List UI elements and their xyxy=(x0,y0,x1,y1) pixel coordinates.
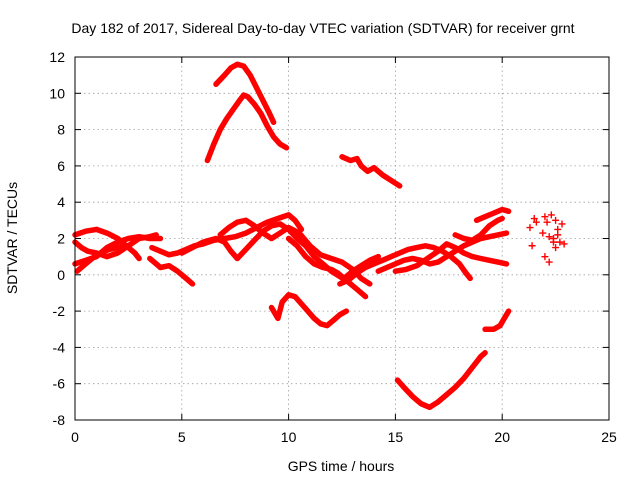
y-tick-label: -6 xyxy=(53,376,66,392)
data-point xyxy=(547,211,555,219)
data-point xyxy=(552,216,560,224)
x-tick-label: 25 xyxy=(601,429,617,445)
data-point xyxy=(560,240,568,248)
y-tick-label: -8 xyxy=(53,412,66,428)
series-arc-4 xyxy=(74,243,130,274)
data-point xyxy=(558,220,566,228)
y-tick-label: -2 xyxy=(53,303,66,319)
data-point xyxy=(526,224,534,232)
series-arc-15 xyxy=(204,92,290,164)
series-arc-19 xyxy=(394,350,488,411)
series-arc-6 xyxy=(149,212,305,258)
data-point xyxy=(541,213,549,221)
data-point xyxy=(543,218,551,226)
data-line xyxy=(452,215,505,244)
series-arc-18 xyxy=(268,292,350,329)
data-point xyxy=(528,242,536,250)
data-line xyxy=(147,255,196,287)
series-arc-14 xyxy=(473,206,512,224)
data-line xyxy=(337,243,473,287)
data-line xyxy=(149,212,305,258)
axes: 0 5 10 15 20 25 -8 -6 -4 -2 0 2 4 6 8 10 12 xyxy=(49,49,617,445)
y-tick-label: 4 xyxy=(57,194,65,210)
x-tick-label: 5 xyxy=(178,429,186,445)
series-arc-16 xyxy=(213,61,277,126)
series-arc-5 xyxy=(147,255,196,287)
data-line xyxy=(482,308,512,333)
y-tick-label: 2 xyxy=(57,231,65,247)
y-tick-label: 0 xyxy=(57,267,65,283)
series-arc-17 xyxy=(339,154,403,189)
y-tick-label: 8 xyxy=(57,122,65,138)
data-point xyxy=(545,258,553,266)
data-line xyxy=(213,61,277,126)
data-point xyxy=(545,233,553,241)
data-point xyxy=(549,238,557,246)
y-tick-label: -4 xyxy=(53,339,66,355)
series-arc-12 xyxy=(392,241,510,274)
x-tick-label: 0 xyxy=(71,429,79,445)
y-tick-label: 10 xyxy=(49,85,65,101)
data-line xyxy=(74,243,130,274)
series-arc-10 xyxy=(337,243,473,287)
data-line xyxy=(204,92,290,164)
data-series xyxy=(72,61,568,411)
data-line xyxy=(375,230,510,274)
x-tick-label: 10 xyxy=(281,429,297,445)
series-arc-1 xyxy=(72,226,142,262)
data-point xyxy=(556,238,564,246)
data-line xyxy=(72,226,142,262)
x-axis-label: GPS time / hours xyxy=(288,458,395,474)
x-tick-label: 15 xyxy=(388,429,404,445)
series-scatter-tail xyxy=(526,211,568,266)
series-arc-13 xyxy=(452,215,505,244)
series-arc-20 xyxy=(482,308,512,333)
x-tick-label: 20 xyxy=(494,429,510,445)
data-line xyxy=(394,350,488,411)
chart-title: Day 182 of 2017, Sidereal Day-to-day VTE… xyxy=(71,20,574,36)
data-line xyxy=(392,241,510,274)
series-arc-9 xyxy=(285,235,382,282)
data-point xyxy=(552,244,560,252)
data-point xyxy=(554,231,562,239)
data-point xyxy=(530,215,538,223)
data-line xyxy=(268,292,350,329)
data-point xyxy=(541,253,549,261)
data-line xyxy=(339,154,403,189)
y-tick-label: 12 xyxy=(49,49,65,65)
series-arc-11 xyxy=(375,230,510,274)
data-line xyxy=(285,235,382,282)
data-point xyxy=(532,218,540,226)
data-line xyxy=(473,206,512,224)
y-tick-label: 6 xyxy=(57,158,65,174)
data-line xyxy=(217,217,373,287)
y-axis-label: SDTVAR / TECUs xyxy=(4,182,20,294)
data-point xyxy=(539,229,547,237)
series-arc-8 xyxy=(217,217,373,287)
